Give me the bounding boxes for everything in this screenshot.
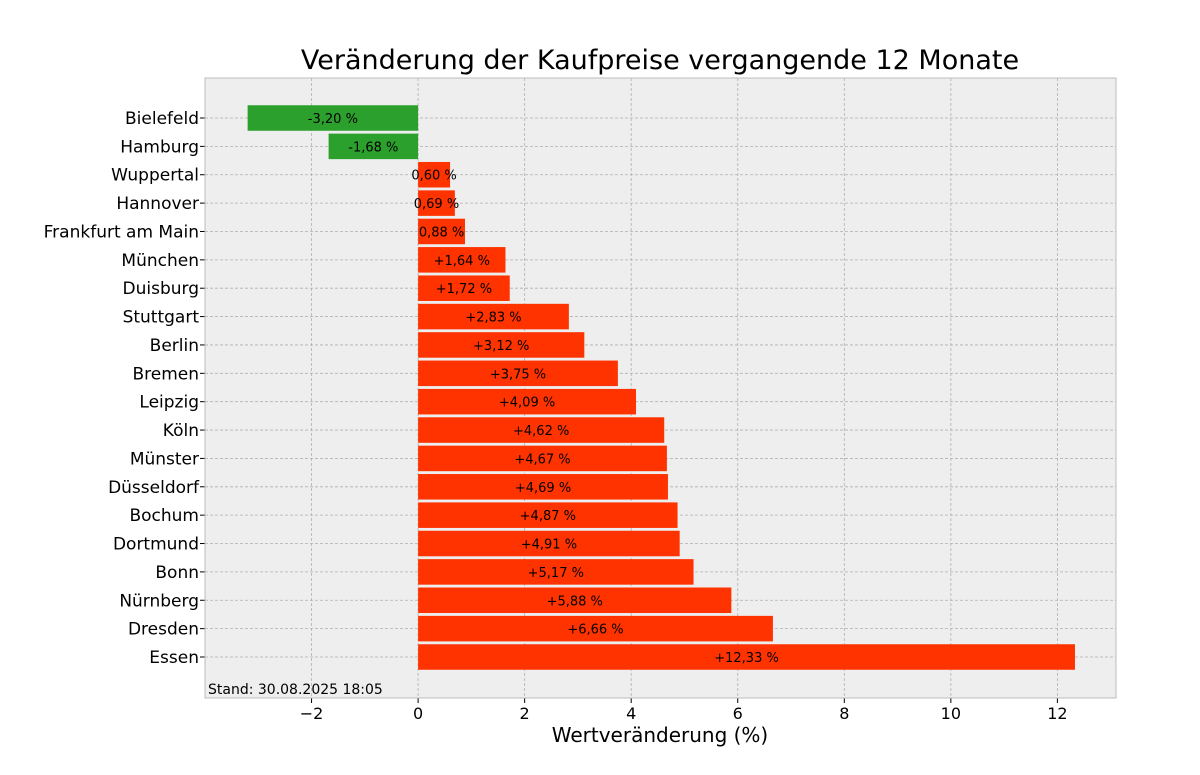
bar-value-label: +4,67 % xyxy=(514,452,570,467)
bar xyxy=(418,388,636,415)
bar xyxy=(247,105,419,131)
y-tick-label: Bielefeld xyxy=(125,109,199,129)
bar xyxy=(418,161,451,188)
bar xyxy=(418,587,732,614)
y-tick-label: Wuppertal xyxy=(111,166,199,186)
bar-value-label: +3,75 % xyxy=(490,367,546,382)
bar xyxy=(418,360,618,387)
bar xyxy=(418,530,680,557)
bar xyxy=(418,275,510,301)
plot-frame xyxy=(204,77,1117,699)
bar xyxy=(418,445,667,472)
bar-value-label: 0,88 % xyxy=(419,225,464,240)
bar xyxy=(418,559,694,585)
bar xyxy=(418,644,1075,670)
x-tick-labels: −2 0 2 4 6 8 10 12 xyxy=(300,698,1068,723)
bar xyxy=(418,615,773,642)
x-axis-label: Wertveränderung (%) xyxy=(552,723,769,747)
bar xyxy=(418,190,455,216)
bar xyxy=(418,474,668,500)
bar-value-label: +4,91 % xyxy=(521,538,577,553)
y-tick-label: München xyxy=(121,251,199,271)
y-tick-label: Münster xyxy=(130,449,199,469)
y-tick-labels: Bielefeld Hamburg Wuppertal Hannover Frankfu… xyxy=(44,109,205,668)
chart-title: Veränderung der Kaufpreise vergangende 1… xyxy=(301,45,1019,76)
bar xyxy=(418,502,678,528)
x-tick-label: 0 xyxy=(413,704,423,723)
y-tick-label: Frankfurt am Main xyxy=(44,222,199,242)
bar-value-label: +5,88 % xyxy=(547,594,603,609)
footnote: Stand: 30.08.2025 18:05 xyxy=(208,682,383,698)
bar-value-label: +1,72 % xyxy=(436,282,492,297)
bar xyxy=(418,332,585,358)
y-tick-label: Bochum xyxy=(129,506,199,526)
bar xyxy=(418,303,569,330)
bar-value-label: +4,69 % xyxy=(515,481,571,496)
bar-value-label: +3,12 % xyxy=(473,339,529,354)
bar xyxy=(418,218,465,245)
y-tick-label: Düsseldorf xyxy=(108,478,200,498)
y-tick-label: Leipzig xyxy=(139,393,199,413)
y-tick-label: Duisburg xyxy=(123,279,200,299)
bar xyxy=(328,133,419,160)
y-tick-label: Essen xyxy=(149,648,199,668)
bar-value-label: +6,66 % xyxy=(567,623,623,638)
x-tick-label: −2 xyxy=(300,704,324,723)
x-tick-label: 10 xyxy=(941,704,961,723)
bar xyxy=(418,247,506,273)
value-labels: -3,20 % -1,68 % 0,60 % 0,69 % 0,88 % +1,64 % +… xyxy=(308,112,779,666)
y-tick-label: Bonn xyxy=(155,563,199,583)
bar-value-label: +4,62 % xyxy=(513,424,569,439)
x-tick-label: 2 xyxy=(520,704,530,723)
bar xyxy=(418,417,665,443)
y-tick-label: Nürnberg xyxy=(119,591,199,611)
bar-value-label: -3,20 % xyxy=(308,112,358,127)
bar-value-label: +5,17 % xyxy=(528,566,584,581)
bar-value-label: +2,83 % xyxy=(465,311,521,326)
x-tick-label: 12 xyxy=(1047,704,1067,723)
x-tick-label: 6 xyxy=(733,704,743,723)
bar-value-label: 0,69 % xyxy=(414,197,459,212)
bar-value-label: +4,09 % xyxy=(499,396,555,411)
y-tick-label: Bremen xyxy=(132,364,199,384)
x-tick-label: 8 xyxy=(839,704,849,723)
y-tick-label: Hamburg xyxy=(120,137,199,157)
y-tick-label: Dortmund xyxy=(113,535,199,555)
y-tick-label: Köln xyxy=(163,421,199,441)
y-tick-label: Berlin xyxy=(150,336,199,356)
bar-value-label: +1,64 % xyxy=(434,254,490,269)
bar-value-label: -1,68 % xyxy=(348,140,398,155)
x-tick-label: 4 xyxy=(626,704,636,723)
bar-value-label: 0,60 % xyxy=(411,169,456,184)
bar-value-label: +4,87 % xyxy=(520,509,576,524)
bars xyxy=(247,105,1075,670)
bar-value-label: +12,33 % xyxy=(714,651,779,666)
y-tick-label: Stuttgart xyxy=(123,308,200,328)
y-tick-label: Dresden xyxy=(128,620,199,640)
y-tick-label: Hannover xyxy=(116,194,199,214)
